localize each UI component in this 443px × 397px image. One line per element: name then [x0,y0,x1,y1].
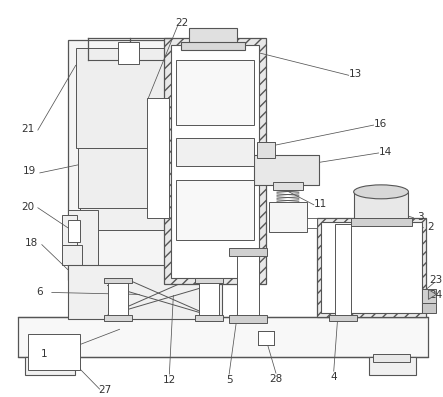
Bar [108,279,128,317]
Bar [176,180,254,240]
Text: 12: 12 [163,375,176,385]
Text: 11: 11 [314,199,327,209]
Text: 18: 18 [25,238,39,248]
Bar [189,29,237,46]
Bar [62,215,77,245]
Bar [254,155,319,185]
Bar [30,354,68,362]
Bar [80,50,209,230]
Bar [258,331,274,345]
Bar [229,248,267,256]
Bar [423,289,436,303]
Bar [104,315,132,321]
Bar [321,222,423,313]
Text: 22: 22 [176,19,189,29]
Bar [195,315,223,321]
Bar [68,220,80,242]
Text: 4: 4 [330,372,337,382]
Bar [25,357,75,375]
Bar [18,317,428,357]
Bar [28,334,80,370]
Text: 5: 5 [226,375,233,385]
Bar [104,278,132,283]
Bar [273,182,303,190]
Polygon shape [428,289,436,299]
Bar [68,264,222,319]
Text: 14: 14 [379,147,392,157]
Text: 20: 20 [21,202,35,212]
Bar [335,224,351,317]
Bar [176,138,254,166]
Bar [329,315,357,321]
Text: 23: 23 [430,276,443,285]
Bar [354,192,408,220]
Bar [176,60,254,125]
Bar [195,278,223,283]
Bar [237,250,259,317]
Bar [181,42,245,50]
Bar [269,202,307,232]
Bar [164,39,266,285]
Bar [257,142,275,158]
Text: 16: 16 [374,119,387,129]
Bar [423,303,436,313]
Bar [199,279,219,317]
Text: 6: 6 [36,287,43,297]
Ellipse shape [354,185,408,199]
Bar [148,98,169,218]
Bar [62,245,82,264]
Bar [171,45,259,278]
Text: 13: 13 [349,69,362,79]
Bar [351,218,412,226]
Text: 28: 28 [269,374,283,384]
Bar [78,148,157,208]
Text: 21: 21 [21,124,35,134]
Bar [68,40,222,279]
Bar [68,210,97,279]
Text: 27: 27 [98,385,111,395]
Bar [307,218,317,228]
Text: 3: 3 [417,212,424,222]
Bar [76,48,175,148]
Text: 19: 19 [23,166,36,176]
Bar [369,357,416,375]
Text: 24: 24 [430,291,443,301]
Bar [117,42,140,64]
Bar [317,218,427,317]
Text: 2: 2 [427,222,434,232]
Bar [373,354,411,362]
Bar [229,315,267,323]
Text: 1: 1 [40,349,47,359]
